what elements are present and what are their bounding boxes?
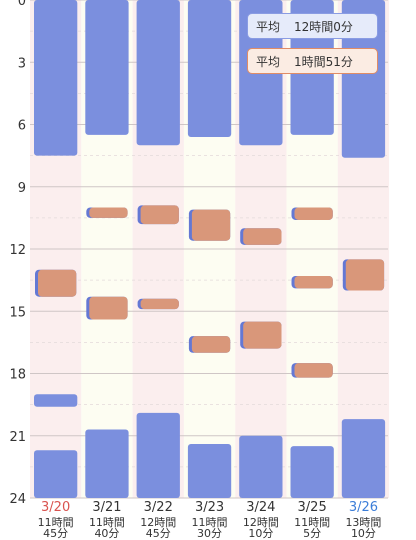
daily-total-hours: 12時間 [242, 516, 279, 529]
date-label: 3/20 [41, 500, 71, 515]
y-tick-label: 3 [18, 56, 26, 71]
daily-total-hours: 13時間 [345, 516, 382, 529]
legend-nap-value: 1時間51分 [294, 54, 353, 69]
daily-total-minutes: 45分 [43, 527, 69, 540]
daily-total-hours: 11時間 [191, 516, 228, 529]
legend-sleep-label: 平均 [256, 19, 281, 34]
y-tick-label: 0 [18, 0, 26, 9]
nap-bar [294, 363, 333, 378]
y-tick-label: 21 [9, 430, 26, 445]
daily-total-minutes: 10分 [248, 527, 274, 540]
date-label: 3/21 [92, 500, 122, 515]
nap-bar [140, 298, 179, 310]
sleep-bar [187, 444, 232, 498]
nap-bar [140, 205, 179, 225]
date-label: 3/24 [246, 500, 276, 515]
nap-bar [243, 228, 282, 245]
y-tick-label: 18 [9, 368, 26, 383]
nap-bar [345, 259, 385, 291]
sleep-bar [341, 0, 386, 158]
y-tick-label: 6 [18, 119, 26, 134]
daily-total-label: 11時間 30分 [184, 517, 236, 539]
sleep-bar [85, 0, 129, 135]
sleep-bar [34, 450, 78, 498]
nap-bar [191, 209, 231, 241]
y-tick-label: 15 [9, 305, 26, 320]
daily-total-minutes: 45分 [145, 527, 171, 540]
date-label: 3/26 [348, 500, 379, 515]
y-tick-label: 12 [9, 243, 26, 258]
legend-sleep-value: 12時間0分 [294, 19, 353, 34]
nap-bar [89, 296, 128, 320]
sleep-bar [136, 412, 180, 498]
sleep-bar [290, 446, 334, 498]
nap-bar [38, 269, 77, 297]
daily-total-label: 11時間 5分 [286, 517, 338, 539]
sleep-bar [34, 0, 78, 156]
y-tick-label: 24 [9, 492, 26, 507]
daily-total-label: 11時間 45分 [30, 517, 82, 539]
nap-bar [294, 207, 333, 220]
sleep-bar [34, 394, 78, 407]
nap-bar [294, 275, 333, 289]
date-label: 3/22 [143, 500, 173, 515]
nap-bar [191, 336, 231, 353]
daily-total-minutes: 40分 [94, 527, 120, 540]
sleep-bar [187, 0, 232, 137]
date-label: 3/25 [297, 500, 327, 515]
nap-bar [89, 207, 128, 218]
daily-total-hours: 11時間 [37, 516, 74, 529]
daily-total-hours: 11時間 [294, 516, 331, 529]
sleep-bar [239, 435, 283, 498]
legend-average-sleep: 平均 12時間0分 [247, 13, 378, 39]
sleep-bar [85, 429, 129, 498]
legend-nap-label: 平均 [256, 54, 281, 69]
daily-total-label: 13時間 10分 [337, 517, 389, 539]
y-tick-label: 9 [18, 181, 26, 196]
daily-total-hours: 11時間 [88, 516, 125, 529]
date-label: 3/23 [194, 500, 225, 515]
daily-total-label: 11時間 40分 [81, 517, 133, 539]
daily-total-minutes: 30分 [197, 527, 223, 540]
daily-total-label: 12時間 10分 [235, 517, 287, 539]
daily-total-minutes: 10分 [350, 527, 376, 540]
daily-total-label: 12時間 45分 [132, 517, 184, 539]
sleep-bar [136, 0, 180, 146]
daily-total-minutes: 5分 [303, 527, 322, 540]
legend-average-nap: 平均 1時間51分 [247, 48, 378, 74]
daily-total-hours: 12時間 [140, 516, 177, 529]
nap-bar [243, 321, 282, 349]
sleep-bar [341, 419, 386, 498]
